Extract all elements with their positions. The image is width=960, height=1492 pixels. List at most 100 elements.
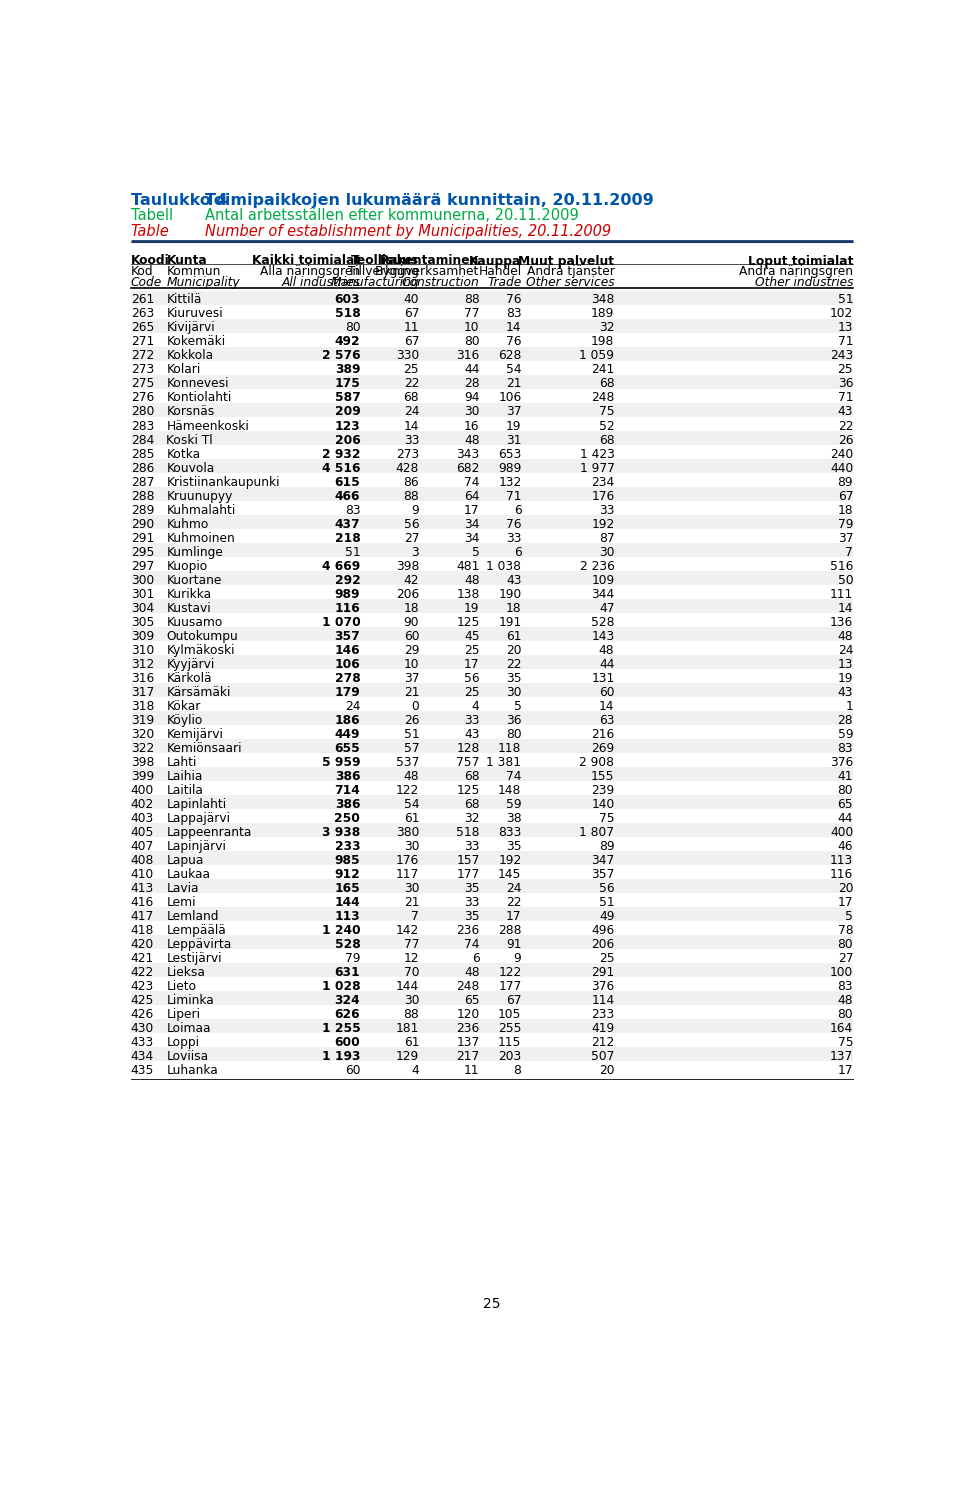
- Text: 56: 56: [403, 518, 420, 531]
- Text: 273: 273: [396, 448, 420, 461]
- Text: 42: 42: [403, 573, 420, 586]
- Text: 234: 234: [591, 476, 614, 488]
- Text: Liperi: Liperi: [166, 1009, 201, 1021]
- Text: 144: 144: [396, 980, 420, 994]
- Text: 79: 79: [838, 518, 853, 531]
- Text: Muut palvelut: Muut palvelut: [518, 255, 614, 267]
- Text: 30: 30: [403, 882, 420, 895]
- Bar: [131, 922, 853, 935]
- Text: 60: 60: [599, 686, 614, 698]
- Text: 24: 24: [345, 700, 360, 713]
- Text: 52: 52: [599, 419, 614, 433]
- Text: 284: 284: [131, 434, 155, 446]
- Text: 405: 405: [131, 827, 155, 839]
- Text: 419: 419: [591, 1022, 614, 1035]
- Text: Tabell: Tabell: [131, 209, 173, 224]
- Bar: [131, 291, 853, 304]
- Text: Lestijärvi: Lestijärvi: [166, 952, 222, 965]
- Text: 440: 440: [829, 461, 853, 474]
- Text: 422: 422: [131, 965, 155, 979]
- Text: Kuopio: Kuopio: [166, 560, 207, 573]
- Text: 1 240: 1 240: [322, 924, 360, 937]
- Text: 1 038: 1 038: [487, 560, 521, 573]
- Text: 80: 80: [837, 783, 853, 797]
- Text: 74: 74: [464, 476, 480, 488]
- Text: 292: 292: [334, 573, 360, 586]
- Bar: [131, 486, 853, 501]
- Text: 37: 37: [506, 406, 521, 418]
- Bar: [131, 543, 853, 557]
- Text: 320: 320: [131, 728, 155, 742]
- Bar: [131, 445, 853, 460]
- Text: 61: 61: [403, 1035, 420, 1049]
- Text: 5: 5: [514, 700, 521, 713]
- Text: 64: 64: [464, 489, 480, 503]
- Text: 94: 94: [464, 391, 480, 404]
- Text: 239: 239: [591, 783, 614, 797]
- Text: Kuhmalahti: Kuhmalahti: [166, 504, 236, 516]
- Text: 243: 243: [829, 349, 853, 363]
- Text: 90: 90: [403, 616, 420, 628]
- Text: 57: 57: [403, 742, 420, 755]
- Text: 80: 80: [506, 728, 521, 742]
- Text: 75: 75: [599, 406, 614, 418]
- Text: Luhanka: Luhanka: [166, 1064, 218, 1077]
- Text: 344: 344: [591, 588, 614, 601]
- Text: 291: 291: [591, 965, 614, 979]
- Text: 65: 65: [837, 798, 853, 810]
- Text: 261: 261: [131, 294, 155, 306]
- Text: 273: 273: [131, 364, 155, 376]
- Bar: [131, 894, 853, 907]
- Text: 83: 83: [837, 980, 853, 994]
- Text: 316: 316: [456, 349, 480, 363]
- Text: Lemi: Lemi: [166, 897, 196, 909]
- Text: 17: 17: [838, 1064, 853, 1077]
- Text: Kokemäki: Kokemäki: [166, 336, 226, 349]
- Text: 6: 6: [514, 546, 521, 558]
- Text: 186: 186: [335, 713, 360, 727]
- Text: 41: 41: [838, 770, 853, 783]
- Text: Kemiönsaari: Kemiönsaari: [166, 742, 242, 755]
- Text: Lappajärvi: Lappajärvi: [166, 812, 230, 825]
- Text: 122: 122: [498, 965, 521, 979]
- Text: 25: 25: [837, 364, 853, 376]
- Text: 466: 466: [335, 489, 360, 503]
- Text: 14: 14: [506, 321, 521, 334]
- Text: 757: 757: [456, 756, 480, 768]
- Text: 2 236: 2 236: [580, 560, 614, 573]
- Text: 416: 416: [131, 897, 155, 909]
- Text: 51: 51: [345, 546, 360, 558]
- Text: Kotka: Kotka: [166, 448, 201, 461]
- Text: Kommun: Kommun: [166, 266, 221, 279]
- Bar: [131, 949, 853, 964]
- Text: 37: 37: [838, 531, 853, 545]
- Text: Municipality: Municipality: [166, 276, 240, 289]
- Text: 30: 30: [403, 994, 420, 1007]
- Bar: [131, 668, 853, 683]
- Text: 206: 206: [396, 588, 420, 601]
- Text: 305: 305: [131, 616, 155, 628]
- Text: 89: 89: [599, 840, 614, 853]
- Text: 68: 68: [403, 391, 420, 404]
- Text: 309: 309: [131, 630, 155, 643]
- Text: Kökar: Kökar: [166, 700, 201, 713]
- Bar: [131, 1019, 853, 1034]
- Text: 38: 38: [506, 812, 521, 825]
- Text: Kod: Kod: [131, 266, 154, 279]
- Text: 125: 125: [456, 616, 480, 628]
- Text: 507: 507: [591, 1050, 614, 1064]
- Text: 417: 417: [131, 910, 155, 924]
- Text: 43: 43: [506, 573, 521, 586]
- Text: 67: 67: [403, 336, 420, 349]
- Text: Kärsämäki: Kärsämäki: [166, 686, 230, 698]
- Text: 54: 54: [506, 364, 521, 376]
- Text: 164: 164: [829, 1022, 853, 1035]
- Text: Alla näringsgren: Alla näringsgren: [260, 266, 360, 279]
- Text: Kuortane: Kuortane: [166, 573, 222, 586]
- Text: 449: 449: [335, 728, 360, 742]
- Text: 301: 301: [131, 588, 155, 601]
- Text: Konnevesi: Konnevesi: [166, 377, 229, 391]
- Text: 833: 833: [498, 827, 521, 839]
- Text: 43: 43: [838, 686, 853, 698]
- Text: 68: 68: [464, 798, 480, 810]
